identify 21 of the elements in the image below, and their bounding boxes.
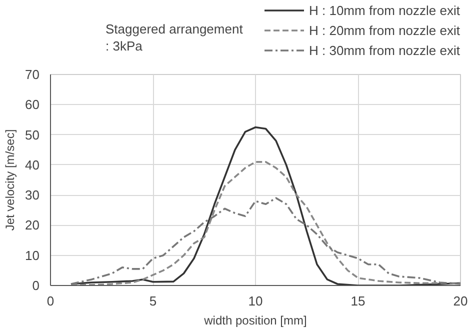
y-tick-label: 60 [25,97,40,112]
y-tick-label: 50 [25,127,40,142]
y-tick-label: 20 [25,218,40,233]
x-tick-label: 5 [149,294,157,308]
x-tick-label: 20 [453,294,468,308]
x-tick-label: 15 [350,294,366,308]
legend-label: H : 30mm from nozzle exit [309,42,460,58]
line-series [70,197,460,285]
x-tick-label: 10 [248,294,263,308]
x-axis-title: width position [mm] [203,314,307,328]
y-tick-label: 30 [25,188,40,203]
x-tick-label: 0 [46,294,54,308]
y-axis-title: Jet velocity [m/sec] [3,129,18,231]
y-tick-label: 40 [25,157,40,172]
line-series [70,161,460,286]
legend-label: H : 20mm from nozzle exit [309,22,460,38]
legend-label: H : 10mm from nozzle exit [309,2,460,18]
y-tick-label: 0 [32,278,40,293]
y-tick-label: 70 [25,67,40,82]
y-tick-label: 10 [25,248,40,263]
text: Staggered arrangement : 3kPa [106,22,244,54]
